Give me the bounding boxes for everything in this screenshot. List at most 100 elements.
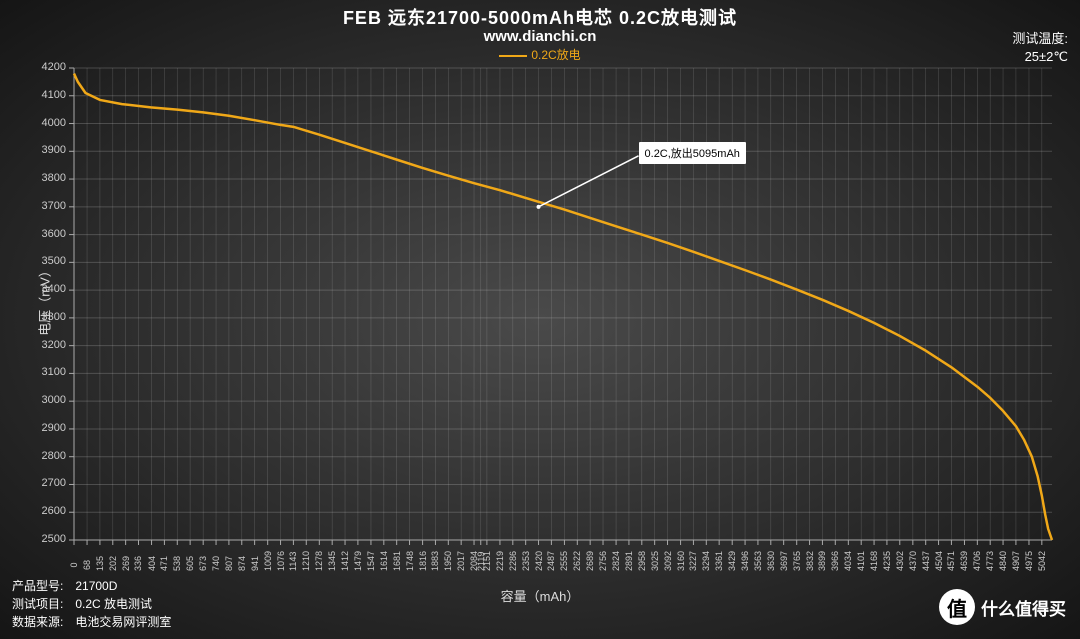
y-tick-label: 4000: [26, 117, 66, 129]
x-tick-label: 2756: [598, 559, 608, 571]
x-tick-label: 0: [69, 559, 79, 571]
y-tick-label: 2800: [26, 450, 66, 462]
x-tick-label: 1210: [301, 559, 311, 571]
y-axis-label: 电压（mV）: [34, 264, 53, 336]
y-tick-label: 3300: [26, 311, 66, 323]
x-tick-label: 1076: [276, 559, 286, 571]
x-tick-label: 68: [82, 559, 92, 571]
y-tick-label: 3700: [26, 200, 66, 212]
x-tick-label: 2487: [546, 559, 556, 571]
x-tick-label: 4302: [895, 559, 905, 571]
footer-product-value: 21700D: [75, 579, 117, 593]
x-tick-label: 3832: [805, 559, 815, 571]
annotation-label: 0.2C,放出5095mAh: [639, 142, 746, 164]
x-tick-label: 2958: [637, 559, 647, 571]
x-tick-label: 1816: [418, 559, 428, 571]
y-tick-label: 2500: [26, 533, 66, 545]
x-tick-label: 2689: [585, 559, 595, 571]
footer-test-value: 0.2C 放电测试: [75, 597, 152, 611]
x-tick-label: 673: [198, 559, 208, 571]
x-tick-label: 4101: [856, 559, 866, 571]
x-tick-label: 4571: [946, 559, 956, 571]
x-tick-label: 336: [133, 559, 143, 571]
x-tick-label: 4168: [869, 559, 879, 571]
x-tick-label: 3361: [714, 559, 724, 571]
x-tick-label: 4706: [972, 559, 982, 571]
y-tick-label: 3400: [26, 283, 66, 295]
x-tick-label: 4370: [908, 559, 918, 571]
x-tick-label: 605: [185, 559, 195, 571]
x-tick-label: 1009: [263, 559, 273, 571]
y-tick-label: 3200: [26, 339, 66, 351]
x-tick-label: 1278: [314, 559, 324, 571]
x-tick-label: 2151: [482, 559, 492, 571]
x-tick-label: 807: [224, 559, 234, 571]
badge-text: 什么值得买: [981, 595, 1066, 620]
x-tick-label: 2420: [534, 559, 544, 571]
x-tick-label: 941: [250, 559, 260, 571]
y-tick-label: 2600: [26, 505, 66, 517]
y-tick-label: 2900: [26, 422, 66, 434]
x-tick-label: 1547: [366, 559, 376, 571]
watermark-badge: 值 什么值得买: [939, 589, 1066, 625]
x-tick-label: 4773: [985, 559, 995, 571]
x-tick-label: 1614: [379, 559, 389, 571]
x-tick-label: 3765: [792, 559, 802, 571]
y-tick-label: 3600: [26, 228, 66, 240]
x-tick-label: 874: [237, 559, 247, 571]
x-tick-label: 3429: [727, 559, 737, 571]
y-tick-label: 3800: [26, 172, 66, 184]
x-tick-label: 2219: [495, 559, 505, 571]
x-tick-label: 1479: [353, 559, 363, 571]
footer-source-label: 数据来源:: [12, 613, 72, 631]
x-tick-label: 2622: [572, 559, 582, 571]
x-tick-label: 1883: [430, 559, 440, 571]
x-tick-label: 471: [159, 559, 169, 571]
x-tick-label: 202: [108, 559, 118, 571]
x-tick-label: 3160: [676, 559, 686, 571]
x-tick-label: 538: [172, 559, 182, 571]
x-tick-label: 3966: [830, 559, 840, 571]
x-tick-label: 4034: [843, 559, 853, 571]
x-tick-label: 3697: [779, 559, 789, 571]
x-tick-label: 2824: [611, 559, 621, 571]
x-tick-label: 3227: [688, 559, 698, 571]
y-tick-label: 3900: [26, 144, 66, 156]
x-tick-label: 1143: [288, 559, 298, 571]
x-tick-label: 4975: [1024, 559, 1034, 571]
discharge-chart: [0, 0, 1080, 639]
footer-source-value: 电池交易网评测室: [75, 615, 171, 629]
y-tick-label: 4100: [26, 89, 66, 101]
x-tick-label: 3496: [740, 559, 750, 571]
footer-info: 产品型号: 21700D 测试项目: 0.2C 放电测试 数据来源: 电池交易网…: [12, 577, 171, 631]
x-tick-label: 1681: [392, 559, 402, 571]
y-tick-label: 3500: [26, 255, 66, 267]
x-tick-label: 4907: [1011, 559, 1021, 571]
badge-icon: 值: [939, 589, 975, 625]
x-tick-label: 404: [147, 559, 157, 571]
y-tick-label: 3000: [26, 394, 66, 406]
x-tick-label: 2017: [456, 559, 466, 571]
x-tick-label: 135: [95, 559, 105, 571]
x-tick-label: 1950: [443, 559, 453, 571]
x-tick-label: 3899: [817, 559, 827, 571]
x-tick-label: 4437: [921, 559, 931, 571]
y-tick-label: 4200: [26, 61, 66, 73]
x-tick-label: 1345: [327, 559, 337, 571]
x-tick-label: 3630: [766, 559, 776, 571]
x-tick-label: 740: [211, 559, 221, 571]
x-tick-label: 3563: [753, 559, 763, 571]
x-tick-label: 5042: [1037, 559, 1047, 571]
x-tick-label: 3092: [663, 559, 673, 571]
footer-test-label: 测试项目:: [12, 595, 72, 613]
x-tick-label: 4504: [934, 559, 944, 571]
x-tick-label: 2891: [624, 559, 634, 571]
x-tick-label: 3025: [650, 559, 660, 571]
x-tick-label: 4840: [998, 559, 1008, 571]
x-tick-label: 1748: [405, 559, 415, 571]
x-tick-label: 1412: [340, 559, 350, 571]
x-tick-label: 2353: [521, 559, 531, 571]
x-tick-label: 4235: [882, 559, 892, 571]
footer-product-label: 产品型号:: [12, 577, 72, 595]
x-tick-label: 269: [121, 559, 131, 571]
